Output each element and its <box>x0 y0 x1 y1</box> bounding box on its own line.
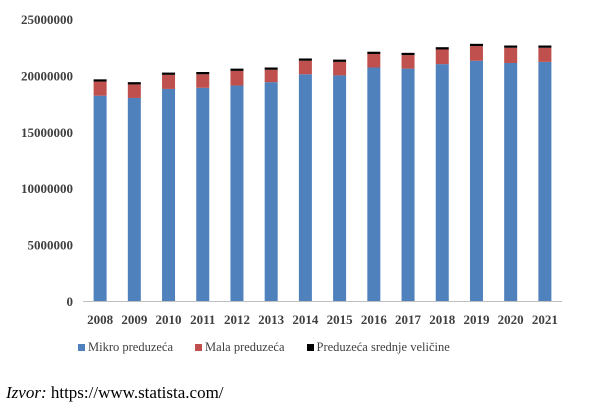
source-caption: Izvor: https://www.statista.com/ <box>6 383 224 403</box>
y-axis: 0 5000000 10000000 15000000 20000000 25000000 <box>21 12 73 309</box>
y-tick-label: 5000000 <box>28 238 74 253</box>
bar-segment-mala <box>264 69 278 83</box>
bar-segment-mikro <box>367 67 381 301</box>
bar-segment-srednje <box>264 67 278 70</box>
legend-swatch-mikro <box>78 344 85 351</box>
x-tick-label: 2012 <box>224 312 250 327</box>
legend-label-mala: Mala preduzeća <box>205 340 285 354</box>
x-tick-label: 2017 <box>395 312 422 327</box>
bar-segment-srednje <box>298 58 312 61</box>
bar-segment-mikro <box>469 60 483 302</box>
legend-item-srednje: Preduzeća srednje veličine <box>306 340 450 355</box>
bar-segment-mikro <box>264 82 278 301</box>
bar-segment-mala <box>230 70 244 86</box>
bar-segment-mikro <box>504 62 518 301</box>
bar-segment-srednje <box>230 68 244 71</box>
x-tick-label: 2008 <box>87 312 114 327</box>
bar-segment-mikro <box>435 64 449 302</box>
bar-segment-mala <box>367 53 381 68</box>
x-tick-label: 2010 <box>156 312 182 327</box>
bar-segment-mala <box>298 60 312 75</box>
x-axis: 2008 2009 2010 2011 2012 2013 2014 2015 2016 2017… <box>83 301 562 327</box>
x-tick-label: 2011 <box>190 312 215 327</box>
bar-segment-mikro <box>230 85 244 301</box>
legend-label-srednje: Preduzeća srednje veličine <box>316 340 450 354</box>
legend-swatch-srednje <box>306 344 314 351</box>
bar-segment-mala <box>435 49 449 65</box>
bar-segment-mala <box>162 74 176 89</box>
bar-segment-mala <box>93 81 107 96</box>
bar-segment-mikro <box>162 88 176 301</box>
bar-segment-mikro <box>127 97 141 302</box>
bar-segment-mala <box>127 84 141 98</box>
bar-segment-mala <box>469 46 483 61</box>
bar-segment-srednje <box>162 72 176 75</box>
legend: Mikro preduzeća Mala preduzeća Preduzeća… <box>78 340 450 355</box>
y-tick-label: 25000000 <box>21 12 73 27</box>
bar-segment-mikro <box>333 75 347 302</box>
x-tick-label: 2013 <box>258 312 285 327</box>
bar-segment-mikro <box>538 61 552 301</box>
bar-segment-mala <box>196 74 210 88</box>
x-tick-label: 2015 <box>327 312 354 327</box>
bar-segment-mikro <box>93 95 107 301</box>
bar-segment-mikro <box>196 87 210 301</box>
legend-item-mala: Mala preduzeća <box>195 340 285 355</box>
bar-segment-mala <box>333 61 347 76</box>
x-tick-label: 2020 <box>498 312 524 327</box>
legend-item-mikro: Mikro preduzeća <box>78 340 173 355</box>
bar-segment-mikro <box>298 74 312 301</box>
y-tick-label: 0 <box>67 294 74 309</box>
bar-segment-srednje <box>196 72 210 75</box>
bar-segment-srednje <box>538 45 552 48</box>
x-tick-label: 2018 <box>429 312 456 327</box>
bar-segment-srednje <box>93 79 107 82</box>
bar-segment-srednje <box>401 52 415 56</box>
bar-segment-srednje <box>333 59 347 62</box>
x-tick-label: 2016 <box>361 312 388 327</box>
bar-segment-mikro <box>401 68 415 301</box>
bar-segment-srednje <box>127 82 141 85</box>
bar-segment-srednje <box>435 47 449 50</box>
x-tick-label: 2009 <box>121 312 148 327</box>
bars <box>93 43 552 302</box>
source-label: Izvor: <box>6 383 47 402</box>
y-tick-label: 10000000 <box>21 181 73 196</box>
legend-swatch-mala <box>195 344 203 351</box>
x-tick-label: 2019 <box>463 312 490 327</box>
source-url: https://www.statista.com/ <box>50 383 224 402</box>
bar-segment-srednje <box>469 43 483 47</box>
bar-segment-srednje <box>504 45 518 48</box>
bar-segment-mala <box>538 47 552 62</box>
stacked-bar-chart: 0 5000000 10000000 15000000 20000000 25000000… <box>21 12 562 327</box>
y-tick-label: 20000000 <box>21 68 73 83</box>
x-tick-label: 2021 <box>532 312 558 327</box>
legend-label-mikro: Mikro preduzeća <box>88 340 174 354</box>
y-tick-label: 15000000 <box>21 125 73 140</box>
bar-segment-mala <box>401 55 415 69</box>
x-tick-label: 2014 <box>292 312 319 327</box>
bar-segment-srednje <box>367 51 381 54</box>
bar-segment-mala <box>504 47 518 63</box>
